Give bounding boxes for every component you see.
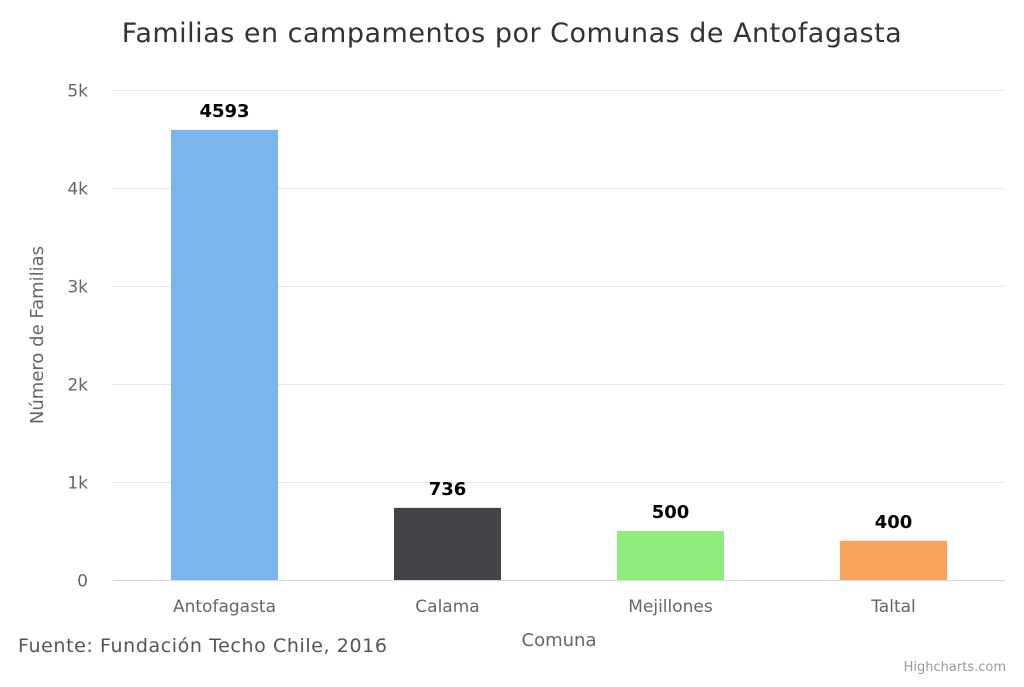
y-axis-title: Número de Familias	[27, 246, 48, 424]
y-tick-label: 3k	[67, 278, 88, 298]
data-label: 736	[429, 479, 467, 500]
data-label: 500	[652, 502, 690, 523]
x-tick-label: Mejillones	[628, 597, 713, 617]
y-tick-label: 2k	[67, 376, 88, 396]
y-axis-ticks: 0 1k 2k 3k 4k 5k	[67, 82, 88, 592]
bar-taltal[interactable]	[840, 540, 947, 580]
x-axis-ticks: Antofagasta Calama Mejillones Taltal	[173, 597, 916, 617]
y-tick-label: 0	[77, 572, 88, 592]
bar-antofagasta[interactable]	[171, 129, 278, 581]
y-tick-label: 4k	[67, 180, 88, 200]
x-tick-label: Antofagasta	[173, 597, 276, 617]
credits-link[interactable]: Highcharts.com	[903, 660, 1006, 675]
bar-calama[interactable]	[394, 507, 501, 580]
y-tick-label: 1k	[67, 474, 88, 494]
bar-mejillones[interactable]	[617, 531, 724, 580]
x-tick-label: Taltal	[870, 597, 916, 617]
source-note: Fuente: Fundación Techo Chile, 2016	[18, 635, 388, 657]
data-label: 4593	[199, 101, 249, 122]
x-tick-label: Calama	[415, 597, 479, 617]
bars	[171, 129, 947, 581]
data-labels: 4593 736 500 400	[199, 101, 912, 533]
y-tick-label: 5k	[67, 82, 88, 102]
chart-title: Familias en campamentos por Comunas de A…	[122, 18, 902, 49]
x-axis-title: Comuna	[522, 630, 597, 651]
data-label: 400	[875, 512, 913, 533]
